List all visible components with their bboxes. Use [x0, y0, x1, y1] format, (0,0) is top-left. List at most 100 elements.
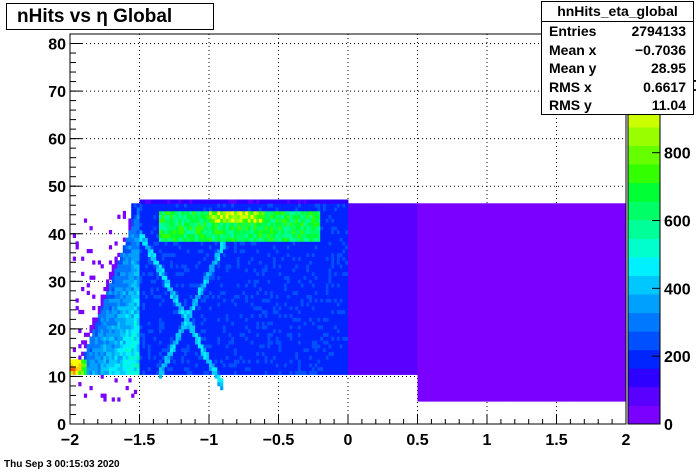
heatmap-cell [211, 203, 215, 208]
heatmap-cell [145, 268, 149, 273]
heatmap-cell [159, 309, 163, 315]
heatmap-cell [398, 283, 402, 288]
heatmap-cell [217, 218, 221, 223]
heatmap-cell [111, 271, 115, 276]
heatmap-cell [186, 271, 190, 276]
heatmap-cell [189, 298, 193, 303]
heatmap-cell [217, 355, 221, 360]
heatmap-cell [259, 279, 263, 284]
heatmap-cell [384, 355, 388, 360]
heatmap-cell [206, 264, 210, 269]
heatmap-cell [325, 309, 329, 315]
heatmap-cell [81, 256, 85, 261]
heatmap-cell [261, 287, 265, 292]
heatmap-cell [122, 279, 126, 284]
heatmap-cell [311, 252, 316, 257]
heatmap-cell [122, 271, 126, 276]
heatmap-cell [145, 313, 149, 318]
heatmap-cell [367, 226, 371, 231]
heatmap-cell [247, 355, 252, 360]
heatmap-cell [259, 199, 263, 204]
heatmap-cell [242, 226, 246, 231]
heatmap-cell [103, 313, 107, 318]
heatmap-cell [384, 237, 388, 242]
heatmap-cell [267, 321, 271, 326]
heatmap-cell [170, 287, 174, 292]
heatmap-cell [167, 275, 171, 280]
heatmap-cell [303, 230, 307, 235]
heatmap-cell [342, 207, 346, 212]
heatmap-cell [375, 249, 379, 254]
heatmap-cell [222, 214, 227, 219]
heatmap-cell [189, 245, 193, 250]
heatmap-cell [153, 317, 157, 322]
heatmap-cell [323, 230, 327, 235]
heatmap-cell [128, 287, 132, 292]
heatmap-cell [197, 332, 202, 337]
heatmap-cell [217, 306, 221, 311]
heatmap-cell [306, 222, 310, 227]
heatmap-cell [356, 275, 360, 280]
heatmap-cell [206, 309, 210, 315]
heatmap-cell [336, 222, 341, 227]
heatmap-cell [384, 317, 388, 322]
heatmap-cell [292, 355, 296, 360]
heatmap-cell [220, 264, 224, 269]
heatmap-cell [125, 328, 129, 334]
heatmap-cell [306, 359, 310, 364]
heatmap-cell [384, 260, 388, 265]
heatmap-cell [250, 287, 254, 292]
heatmap-cell [303, 237, 307, 242]
heatmap-cell [286, 287, 290, 292]
heatmap-cell [142, 230, 146, 235]
heatmap-cell [81, 366, 85, 372]
heatmap-cell [264, 275, 268, 280]
heatmap-cell [339, 245, 343, 250]
heatmap-cell [128, 313, 132, 318]
heatmap-cell [317, 294, 321, 299]
heatmap-cell [178, 207, 182, 212]
heatmap-cell [289, 287, 293, 292]
heatmap-cell [220, 290, 224, 295]
heatmap-cell [348, 344, 352, 349]
heatmap-cell [136, 336, 140, 341]
heatmap-cell [203, 351, 207, 356]
heatmap-cell [106, 313, 110, 318]
heatmap-cell [259, 359, 263, 364]
heatmap-cell [178, 287, 182, 292]
heatmap-cell [114, 321, 118, 326]
heatmap-cell [378, 298, 382, 303]
heatmap-cell [325, 351, 329, 356]
heatmap-cell [311, 340, 316, 345]
heatmap-cell [114, 309, 118, 315]
heatmap-cell [373, 245, 377, 250]
heatmap-cell [353, 328, 357, 334]
heatmap-cell [323, 256, 327, 261]
heatmap-cell [250, 309, 254, 315]
heatmap-cell [339, 279, 343, 284]
heatmap-cell [272, 306, 277, 311]
heatmap-cell [278, 313, 282, 318]
heatmap-cell [289, 351, 293, 356]
heatmap-cell [92, 306, 96, 311]
heatmap-cell [128, 378, 132, 383]
heatmap-cell [184, 336, 188, 341]
heatmap-cell [245, 287, 249, 292]
heatmap-cell [300, 214, 304, 219]
heatmap-cell [270, 355, 274, 360]
heatmap-cell [323, 279, 327, 284]
heatmap-cell [147, 283, 151, 288]
heatmap-cell [261, 260, 265, 265]
heatmap-cell [92, 294, 96, 299]
heatmap-cell [236, 249, 240, 254]
heatmap-cell [225, 328, 229, 334]
heatmap-cell [386, 214, 391, 219]
heatmap-cell [239, 241, 243, 246]
heatmap-cell [325, 268, 329, 273]
heatmap-cell [353, 351, 357, 356]
heatmap-cell [172, 271, 177, 276]
heatmap-cell [314, 325, 318, 330]
heatmap-cell [267, 252, 271, 257]
heatmap-cell [398, 218, 402, 223]
heatmap-cell [375, 359, 379, 364]
